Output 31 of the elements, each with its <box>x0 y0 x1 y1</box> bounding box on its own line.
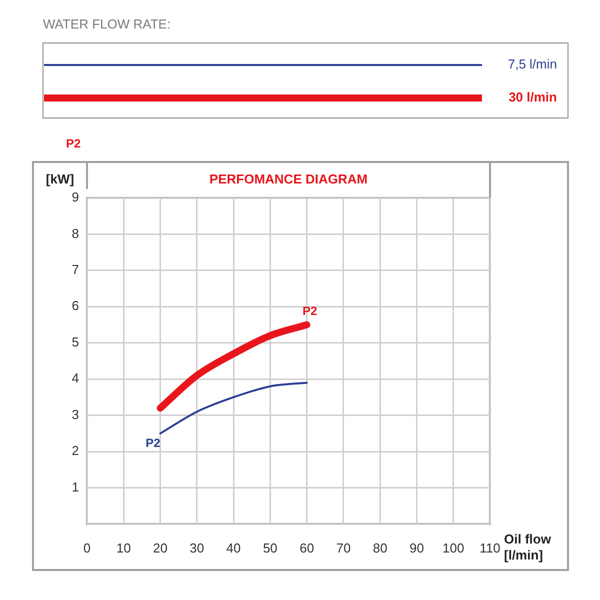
x-tick-label: 0 <box>83 540 91 556</box>
y-axis-title: [kW] <box>46 172 74 187</box>
y-tick-label: 8 <box>72 226 79 241</box>
y-tick-label: 6 <box>72 298 79 314</box>
chart-title: PERFOMANCE DIAGRAM <box>209 172 368 187</box>
x-tick-label: 30 <box>190 540 204 556</box>
y-tick-label: 5 <box>72 334 79 350</box>
y-tick-label: 1 <box>72 479 79 494</box>
y-tick-label: 9 <box>72 190 79 205</box>
y-tick-label: 4 <box>72 370 79 386</box>
x-axis-title: Oil flow [l/min] <box>504 532 552 563</box>
x-tick-label: 90 <box>409 540 424 556</box>
legend-title: WATER FLOW RATE: <box>43 16 171 32</box>
x-tick-label: 70 <box>336 540 351 556</box>
x-tick-label: 110 <box>480 540 500 556</box>
x-tick-label: 60 <box>300 540 314 556</box>
x-tick-label: 10 <box>116 540 131 556</box>
line-series <box>159 382 308 434</box>
y-tick-label: 3 <box>72 406 79 422</box>
x-tick-label: 50 <box>262 540 278 556</box>
text: 30 l/min <box>508 90 558 105</box>
x-tick-label: 20 <box>153 540 168 556</box>
annotation: P2 <box>302 304 318 318</box>
y-tick-label: 7 <box>72 262 79 278</box>
y-tick-label: 2 <box>72 443 79 458</box>
annotation: P2 <box>146 436 161 450</box>
x-tick-label: 100 <box>442 540 464 556</box>
x-tick-label: 80 <box>372 540 388 556</box>
text: 7,5 l/min <box>508 56 557 72</box>
text: P2 <box>66 136 82 150</box>
x-tick-label: 40 <box>226 540 241 556</box>
